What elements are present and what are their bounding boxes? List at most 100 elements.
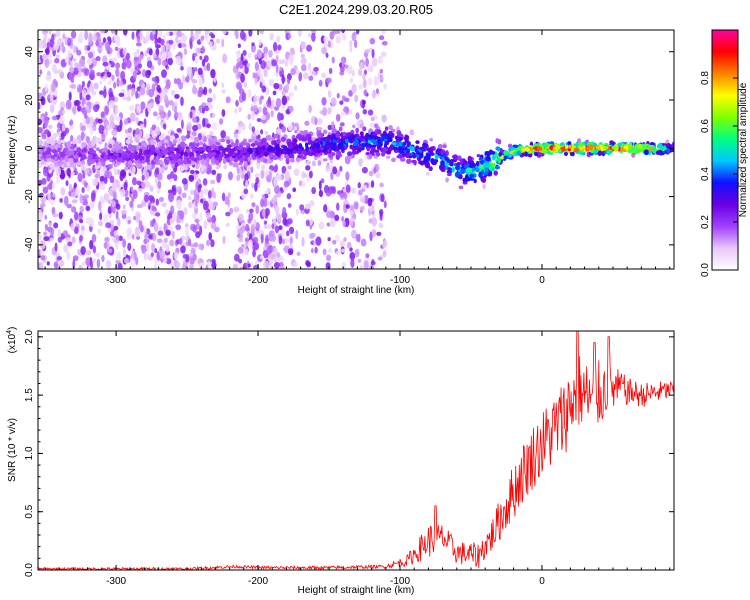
spectrogram-ridge-cell <box>162 149 168 156</box>
spectrogram-speckle <box>175 199 182 210</box>
spectrogram-speckle <box>151 243 156 252</box>
spectrogram-ridge-cell <box>292 150 297 154</box>
spectrogram-ridge-cell <box>87 159 92 166</box>
spectrogram-ridge-cell <box>507 143 513 148</box>
spectrogram-ridge-cell <box>81 154 87 159</box>
spectrogram-speckle <box>288 92 294 97</box>
spectrogram-ridge-cell <box>361 142 365 149</box>
spectrogram-ridge-cell <box>194 147 199 152</box>
spectrogram-ridge-cell <box>127 163 132 168</box>
spectrogram-speckle <box>84 167 90 175</box>
spectrogram-ridge-cell <box>172 139 177 145</box>
spectrogram-speckle <box>228 171 233 181</box>
spectrogram-speckle <box>39 69 43 75</box>
spectrogram-speckle <box>183 48 188 56</box>
spectrogram-speckle <box>221 30 227 35</box>
spectrogram-speckle <box>165 258 172 265</box>
spectrogram-speckle <box>371 217 378 227</box>
spectrogram-speckle <box>57 236 63 243</box>
spectrogram-ridge-cell <box>97 162 103 167</box>
spectrogram-speckle <box>124 257 130 264</box>
spectrogram-ridge-cell <box>375 152 381 157</box>
spectrogram-speckle <box>305 165 311 171</box>
spectrogram-speckle <box>39 261 44 269</box>
spectrogram-speckle <box>254 61 259 72</box>
spectrogram-ridge-cell <box>66 141 72 147</box>
spectrogram-ridge-cell <box>276 128 281 134</box>
spectrogram-ridge-cell <box>260 149 265 155</box>
spectrogram-speckle <box>107 163 113 170</box>
spectrogram-speckle <box>367 197 373 207</box>
spectrogram-ridge-cell <box>81 164 85 169</box>
spectrogram-speckle <box>97 118 103 124</box>
spectrogram-speckle <box>181 192 187 199</box>
spectrogram-speckle <box>176 186 182 194</box>
spectrogram-speckle <box>71 206 77 213</box>
spectrogram-speckle <box>41 132 47 140</box>
spectrogram-speckle <box>114 46 119 52</box>
spectrogram-speckle <box>317 160 322 166</box>
spectrogram-speckle <box>170 262 175 269</box>
spectrogram-ridge-cell <box>398 137 403 141</box>
spectrogram-speckle <box>91 257 96 263</box>
spectrogram-ridge-cell <box>607 149 611 156</box>
spectrogram-ridge-cell <box>113 169 118 176</box>
spectrogram-speckle <box>274 205 280 215</box>
spectrogram-ridge-cell <box>398 141 403 147</box>
spectrogram-speckle <box>180 66 184 71</box>
spectrogram-speckle <box>178 81 184 90</box>
spectrogram-speckle <box>198 212 203 222</box>
spectrogram-speckle <box>40 212 44 218</box>
spectrogram-speckle <box>211 214 216 225</box>
spectrogram-ridge-cell <box>397 132 403 138</box>
spectrogram-ridge-cell <box>109 158 113 163</box>
spectrogram-speckle <box>165 244 170 253</box>
spectrogram-ridge-cell <box>123 145 128 150</box>
spectrogram-ridge-cell <box>353 141 358 147</box>
spectrogram-ridge-cell <box>97 137 102 142</box>
spectrogram-ridge-cell <box>240 141 246 146</box>
spectrogram-ridge-cell <box>534 152 539 157</box>
spectrogram-ridge-cell <box>475 164 481 170</box>
spectrogram-speckle <box>100 111 105 118</box>
spectrogram-ridge-cell <box>157 141 161 148</box>
spectrogram-speckle <box>79 234 83 242</box>
spectrogram-speckle <box>141 174 145 181</box>
spectrogram-ridge-cell <box>406 158 412 165</box>
spectrogram-speckle <box>137 32 141 43</box>
spectrogram-speckle <box>186 121 193 132</box>
spectrogram-speckle <box>193 66 198 72</box>
spectrogram-ridge-cell <box>180 165 184 172</box>
spectrogram-ridge-cell <box>235 138 239 145</box>
colorbar-label: Normalized spectral amplitude <box>738 82 749 217</box>
spectrogram-speckle <box>321 72 327 79</box>
spectrogram-speckle <box>275 212 282 222</box>
spectrogram-speckle <box>323 35 329 43</box>
spectrogram-x-label: Height of straight line (km) <box>298 285 415 296</box>
spectrogram-ridge-cell <box>45 136 50 142</box>
spectrogram-speckle <box>77 172 83 183</box>
spectrogram-speckle <box>136 204 143 209</box>
spectrogram-speckle <box>306 44 313 52</box>
spectrogram-speckle <box>51 64 57 73</box>
spectrogram-speckle <box>181 178 188 185</box>
spectrogram-ridge-cell <box>480 160 484 165</box>
spectrogram-speckle <box>56 123 61 129</box>
spectrogram-ridge-cell <box>573 147 579 153</box>
spectrogram-ridge-cell <box>552 146 558 151</box>
spectrogram-speckle <box>348 109 353 115</box>
spectrogram-speckle <box>323 43 329 48</box>
spectrogram-ridge-cell <box>73 157 79 163</box>
spectrogram-ridge-cell <box>352 124 356 129</box>
spectrogram-ridge-cell <box>315 143 321 149</box>
spectrogram-speckle <box>138 219 143 230</box>
spectrogram-speckle <box>84 194 90 199</box>
spectrogram-speckle <box>254 230 259 235</box>
spectrogram-speckle <box>154 90 158 98</box>
spectrogram-speckle <box>66 203 72 209</box>
spectrogram-speckle <box>349 40 353 48</box>
spectrogram-ridge-cell <box>658 142 663 148</box>
spectrogram-speckle <box>173 251 179 260</box>
spectrogram-speckle <box>352 31 358 36</box>
spectrogram-ridge-cell <box>285 147 290 154</box>
